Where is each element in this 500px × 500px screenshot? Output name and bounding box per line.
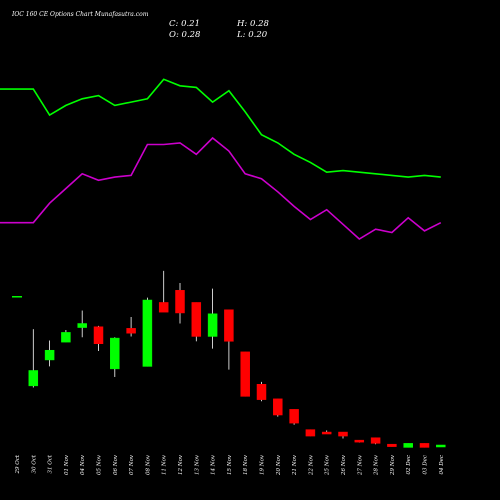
candle-10 [175,283,185,324]
candle-body-20 [338,431,348,437]
x-tick-label: 15 Nov [227,454,233,475]
candle-26 [436,444,446,448]
candle-8 [142,297,153,367]
x-tick-label: 20 Nov [276,454,282,476]
candle-body-21 [354,439,365,443]
candle-body-22 [370,437,381,444]
x-tick-label: 14 Nov [211,454,217,475]
x-tick-label: 25 Nov [325,454,331,476]
candle-body-2 [44,349,55,361]
candle-25 [419,443,430,448]
candle-body-9 [158,302,169,313]
candle-body-8 [142,299,153,367]
x-tick-label: 11 Nov [162,454,168,475]
candle-body-3 [61,332,71,343]
indicator-lines [0,78,442,240]
candle-3 [61,329,71,343]
candle-24 [403,443,413,448]
chart-title: IOC 160 CE Options Chart Munafasutra.com [11,11,149,18]
x-tick-label: 19 Nov [260,454,266,475]
candle-7 [126,317,136,337]
candle-16 [273,398,283,417]
low-readout: L: 0.20 [236,30,268,40]
candle-body-7 [126,328,136,334]
candle-body-23 [387,443,397,447]
candle-body-17 [289,409,299,424]
lower-band-line [0,136,442,240]
x-tick-label: 28 Nov [374,454,380,476]
x-tick-label: 01 Nov [64,454,70,475]
open-readout: O: 0.28 [169,30,201,40]
candle-17 [289,409,299,425]
candle-20 [338,431,348,439]
candle-body-4 [77,323,87,328]
candle-15 [256,381,267,402]
x-tick-label: 18 Nov [243,454,249,475]
candle-6 [110,337,120,377]
candle-body-13 [224,309,234,342]
candle-body-12 [207,313,218,337]
candle-5 [93,325,104,352]
candle-body-18 [305,429,316,437]
x-tick-label: 27 Nov [357,454,363,476]
candle-body-16 [273,398,283,416]
x-tick-label: 26 Nov [341,454,347,476]
x-tick-label: 22 Nov [308,454,314,476]
candle-body-5 [93,326,104,344]
x-tick-label: 07 Nov [129,454,135,475]
candle-body-1 [28,370,39,387]
candle-body-26 [436,444,446,448]
candle-21 [354,439,365,443]
candle-body-6 [110,337,120,370]
candle-18 [305,429,316,437]
candle-19 [321,430,332,435]
candle-11 [191,302,202,342]
x-tick-label: 03 Dec [423,455,429,475]
candle-body-25 [419,443,430,448]
x-tick-label: 12 Nov [178,454,184,475]
upper-band-line [0,78,441,178]
candle-2 [44,340,55,367]
x-axis-labels: 29 Oct 30 Oct 31 Oct 01 Nov 04 Nov 05 Nov 06 N… [15,454,445,476]
x-tick-label: 08 Nov [145,454,151,475]
x-tick-label: 06 Nov [113,454,119,475]
x-tick-label: 29 Nov [390,454,396,476]
candle-body-11 [191,302,202,337]
close-readout: C: 0.21 [169,19,200,29]
candle-12 [207,288,218,349]
x-tick-label: 13 Nov [194,454,200,475]
candle-14 [240,351,250,397]
candle-4 [77,310,87,338]
candle-13 [224,309,234,370]
x-tick-label: 30 Oct [31,454,37,473]
candle-body-14 [240,351,250,397]
x-tick-label: 31 Oct [48,454,54,473]
x-tick-label: 04 Dec [439,455,445,475]
candle-body-24 [403,443,413,448]
candle-22 [370,437,381,445]
candle-9 [158,270,169,313]
candle-body-19 [321,431,332,435]
x-tick-label: 29 Oct [15,454,21,474]
candle-23 [387,443,397,447]
x-tick-label: 02 Dec [406,455,412,475]
x-tick-label: 04 Nov [80,454,86,475]
candle-body-10 [175,290,185,314]
x-tick-label: 21 Nov [292,454,298,476]
x-tick-label: 05 Nov [97,454,103,475]
candles [12,270,446,448]
candle-1 [28,329,39,388]
candle-body-15 [256,384,267,400]
high-readout: H: 0.28 [236,19,269,29]
